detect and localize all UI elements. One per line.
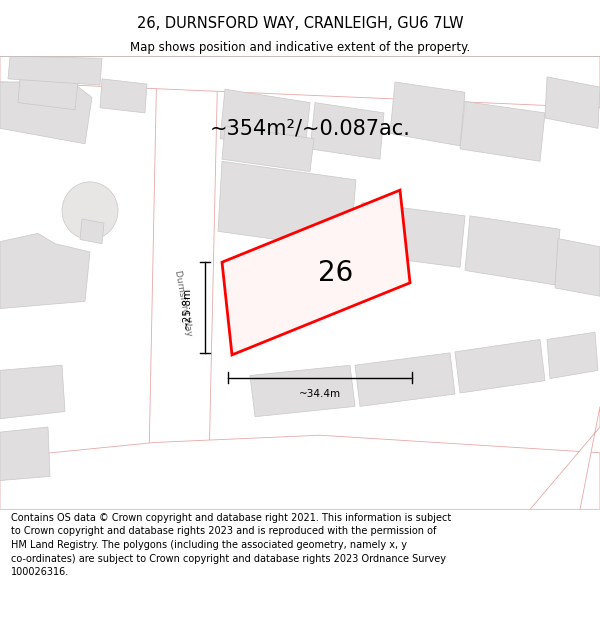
Polygon shape: [222, 126, 314, 172]
Polygon shape: [222, 190, 410, 355]
Text: 26: 26: [319, 259, 353, 286]
Polygon shape: [250, 365, 355, 417]
Text: ~34.4m: ~34.4m: [299, 389, 341, 399]
Text: Contains OS data © Crown copyright and database right 2021. This information is : Contains OS data © Crown copyright and d…: [11, 513, 451, 578]
Polygon shape: [455, 339, 545, 393]
Polygon shape: [390, 82, 465, 146]
Polygon shape: [0, 427, 50, 481]
Text: ~354m²/~0.087ac.: ~354m²/~0.087ac.: [209, 118, 410, 138]
Polygon shape: [555, 239, 600, 296]
Polygon shape: [0, 233, 90, 309]
Polygon shape: [8, 56, 102, 85]
Circle shape: [62, 182, 118, 239]
Polygon shape: [545, 77, 600, 128]
Polygon shape: [218, 161, 356, 250]
Polygon shape: [80, 219, 104, 244]
Polygon shape: [148, 56, 218, 509]
Text: Durnsford Way: Durnsford Way: [173, 270, 193, 337]
Polygon shape: [0, 82, 92, 144]
Polygon shape: [0, 435, 600, 509]
Polygon shape: [355, 353, 455, 406]
Polygon shape: [100, 79, 147, 113]
Polygon shape: [310, 102, 384, 159]
Polygon shape: [0, 56, 600, 108]
Polygon shape: [530, 406, 600, 509]
Polygon shape: [465, 216, 560, 285]
Polygon shape: [547, 332, 598, 379]
Polygon shape: [460, 101, 545, 161]
Polygon shape: [18, 77, 78, 110]
Text: ~25.8m: ~25.8m: [182, 286, 192, 329]
Text: Map shows position and indicative extent of the property.: Map shows position and indicative extent…: [130, 41, 470, 54]
Text: 26, DURNSFORD WAY, CRANLEIGH, GU6 7LW: 26, DURNSFORD WAY, CRANLEIGH, GU6 7LW: [137, 16, 463, 31]
Polygon shape: [0, 365, 65, 419]
Polygon shape: [220, 89, 310, 151]
Polygon shape: [358, 202, 465, 268]
